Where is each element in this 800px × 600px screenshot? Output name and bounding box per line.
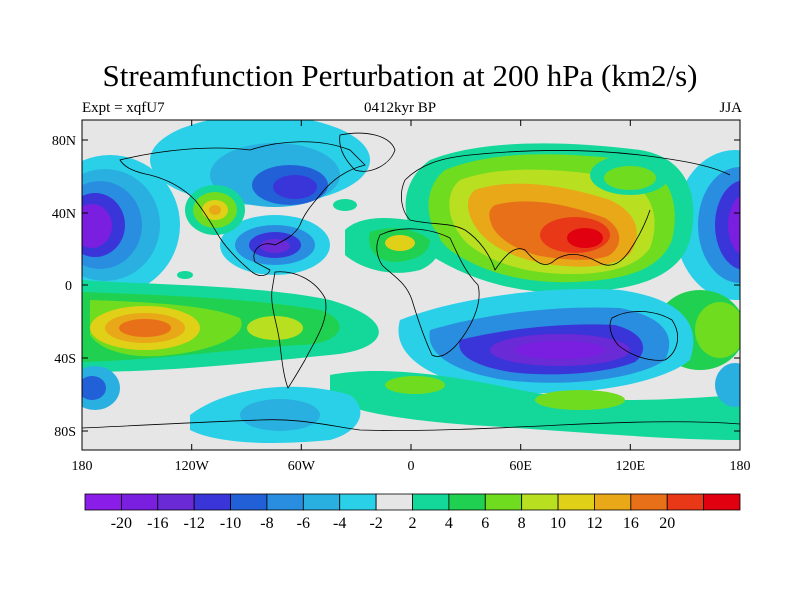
colorbar-label: -4: [333, 515, 346, 532]
colorbar-labels: -20 -16 -12 -10 -8 -6 -4 -2 2 4 6 8 10 12 16 20: [111, 515, 675, 532]
contour-band: [715, 363, 740, 407]
colorbar: [84, 493, 741, 511]
colorbar-box: [448, 493, 486, 511]
contour-band: [260, 239, 290, 253]
x-tick-label: 60E: [509, 459, 532, 474]
x-tick-label: 180: [72, 459, 93, 474]
coast-north-america: [119, 141, 366, 276]
coastlines: [82, 132, 740, 431]
coast-australia: [609, 311, 679, 361]
colorbar-box: [339, 493, 377, 511]
x-tick-label: 120W: [175, 459, 210, 474]
colorbar-box: [84, 493, 122, 511]
y-tick-label: 0: [65, 279, 72, 294]
colorbar-label: 16: [623, 515, 639, 532]
x-tick-label: 0: [408, 459, 415, 474]
colorbar-label: -20: [111, 515, 132, 532]
colorbar-label: -2: [369, 515, 382, 532]
contour-band: [604, 166, 656, 190]
contour-band: [728, 195, 740, 255]
y-tick-label: 40N: [52, 207, 76, 222]
contour-band: [535, 390, 625, 410]
colorbar-label: 10: [550, 515, 566, 532]
low-east-pacific-north: [675, 150, 740, 300]
season-label: JJA: [719, 100, 742, 116]
colorbar-label: -10: [220, 515, 241, 532]
high-northeast-pacific: [185, 185, 245, 235]
contour-band: [82, 376, 106, 400]
colorbar-box: [521, 493, 559, 511]
low-south-indian-ocean: [398, 289, 694, 394]
colorbar-label: -6: [297, 515, 310, 532]
low-west-pacific-north: [82, 155, 180, 295]
colorbar-box: [120, 493, 159, 511]
y-axis: 80N 40N 0 40S 80S: [52, 134, 740, 440]
contour-band: [119, 319, 171, 337]
contour-band: [209, 205, 221, 215]
experiment-label: Expt = xqfU7: [82, 100, 165, 116]
colorbar-box: [666, 493, 705, 511]
y-tick-label: 40S: [54, 352, 76, 367]
colorbar-box: [630, 493, 668, 511]
contour-band: [240, 399, 320, 431]
contour-band: [695, 302, 740, 358]
low-southwest-pacific: [82, 363, 740, 410]
contour-band: [333, 199, 357, 211]
colorbar-box: [484, 493, 523, 511]
contour-band: [177, 271, 193, 279]
x-tick-label: 60W: [288, 459, 316, 474]
coast-greenland: [339, 132, 396, 172]
colorbar-box: [302, 493, 341, 511]
colorbar-label: -8: [260, 515, 273, 532]
colorbar-box: [557, 493, 595, 511]
colorbar-box: [375, 493, 413, 511]
colorbar-label: 20: [659, 515, 675, 532]
colorbar-box: [594, 493, 632, 511]
colorbar-label: 4: [445, 515, 453, 532]
y-tick-label: 80N: [52, 134, 76, 149]
colorbar-label: 12: [586, 515, 602, 532]
contour-band: [385, 376, 445, 394]
contour-band: [715, 180, 740, 270]
time-label: 0412kyr BP: [363, 100, 437, 116]
colorbar-label: 8: [518, 515, 526, 532]
x-tick-label: 120E: [616, 459, 646, 474]
colorbar-box: [230, 493, 268, 511]
contour-band: [385, 235, 415, 251]
y-tick-label: 80S: [54, 425, 76, 440]
colorbar-box: [193, 493, 231, 511]
x-tick-label: 180: [730, 459, 751, 474]
coast-africa: [376, 228, 480, 357]
colorbar-label: 6: [481, 515, 489, 532]
low-antarctica: [190, 386, 361, 443]
high-southern-ocean: [330, 370, 740, 440]
contour-band: [82, 204, 112, 248]
colorbar-label: 2: [409, 515, 417, 532]
colorbar-box: [412, 493, 450, 511]
colorbar-box: [266, 493, 304, 511]
colorbar-box: [157, 493, 195, 511]
contour-band: [273, 175, 317, 199]
x-axis: 180 120W 60W 0 60E 120E 180: [72, 120, 751, 474]
contour-band: [567, 228, 603, 248]
coast-south-america: [271, 271, 327, 389]
contour-band: [515, 341, 605, 359]
high-asia: [405, 143, 694, 293]
contour-band: [247, 316, 303, 340]
high-north-africa: [177, 199, 441, 279]
colorbar-label: -16: [147, 515, 168, 532]
coast-eurasia: [400, 150, 731, 271]
coast-antarctica: [82, 419, 740, 431]
colorbar-box: [703, 493, 741, 511]
colorbar-label: -12: [184, 515, 205, 532]
map-title: Streamfunction Perturbation at 200 hPa (…: [102, 58, 698, 93]
high-south-pacific: [82, 280, 740, 372]
contour-field: [82, 120, 740, 450]
